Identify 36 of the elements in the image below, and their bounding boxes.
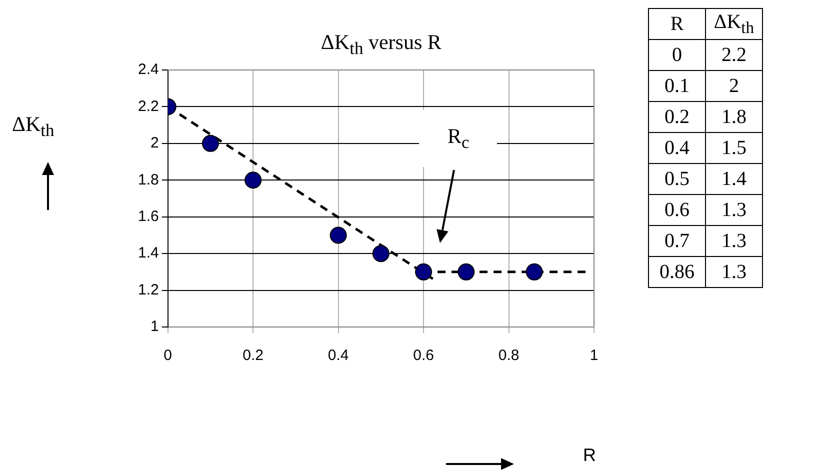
text: 0.5	[664, 168, 690, 190]
text: 2.2	[722, 44, 746, 66]
x-tick-label: 0.6	[413, 347, 434, 364]
text: 1.4	[722, 168, 746, 190]
x-tick-label: 0	[164, 347, 172, 364]
y-tick-label: 1.4	[138, 244, 159, 262]
category-label: ΔK$_{th}$	[706, 8, 762, 40]
category-label: R	[648, 8, 706, 40]
x-tick-label: 0.4	[328, 347, 349, 364]
text: 0.2	[664, 106, 690, 128]
y-tick-label: 1	[150, 318, 159, 336]
text: 1.5	[722, 136, 746, 158]
text: 1.3	[722, 230, 746, 252]
text: 0.86	[660, 260, 694, 282]
x-tick-label: 0.8	[498, 347, 520, 364]
y-tick-label: 1.6	[138, 208, 159, 225]
text: 2	[729, 74, 739, 96]
x-axis-title: R	[583, 445, 596, 466]
y-tick-label: 2	[150, 134, 159, 152]
text: 0.6	[664, 198, 690, 220]
y-tick-label: 1.8	[138, 171, 159, 188]
text: 1.3	[722, 198, 746, 220]
text: 1.3	[722, 260, 746, 282]
annotation: R$_{c}$	[419, 110, 498, 168]
text: 0.4	[664, 136, 690, 158]
text: 0	[672, 44, 682, 66]
y-tick-label: 2.4	[138, 61, 159, 78]
y-tick-label: 2.2	[138, 98, 159, 115]
chart-title: ΔK$_{th}$ versus R	[320, 30, 442, 60]
text: 0.7	[664, 230, 690, 252]
y-tick-label: 1.2	[138, 281, 159, 298]
x-tick-label: 0.2	[242, 347, 264, 364]
text: 0.1	[664, 74, 690, 96]
text: 1.8	[722, 106, 746, 128]
y-axis-title: ΔK$_{th}$	[12, 112, 54, 142]
x-tick-label: 1	[590, 347, 598, 364]
